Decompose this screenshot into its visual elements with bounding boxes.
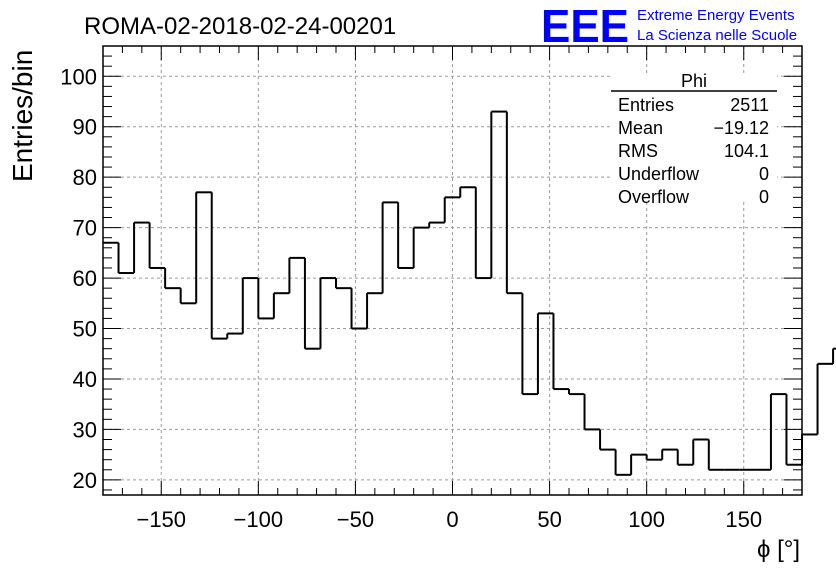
stats-rows: Entries 2511 Mean −19.12 RMS 104.1 Underflow 0 O…: [618, 95, 769, 207]
x-tick-label: 150: [725, 507, 762, 532]
logo-subtitle-line2: La Scienza nelle Scuole: [637, 27, 797, 44]
y-axis-label: Entries/bin: [7, 50, 38, 182]
stats-row-value: 104.1: [724, 141, 769, 161]
x-tick-label: 100: [628, 507, 665, 532]
y-tick-label: 30: [73, 417, 97, 442]
y-tick-label: 80: [73, 165, 97, 190]
y-tick-label: 40: [73, 367, 97, 392]
stats-row-value: 0: [759, 164, 769, 184]
stats-row-label: Entries: [618, 95, 674, 115]
stats-box-title: Phi: [681, 71, 707, 91]
chart-title: ROMA-02-2018-02-24-00201: [84, 13, 396, 40]
axes: −150 −100 −50 0 50 100 150 20 30 40 50 60 70 80 90 100: [60, 45, 803, 532]
stats-row-value: 2511: [730, 95, 769, 115]
y-tick-label: 50: [73, 317, 97, 342]
logo-subtitle-line1: Extreme Energy Events: [637, 7, 795, 24]
x-tick-label: 0: [446, 507, 458, 532]
x-tick-label: −150: [136, 507, 186, 532]
y-tick-label: 60: [73, 266, 97, 291]
stats-row-label: Underflow: [618, 164, 700, 184]
stats-row-value: −19.12: [713, 118, 769, 138]
y-tick-label: 20: [73, 468, 97, 493]
stats-row-label: Mean: [618, 118, 663, 138]
y-tick-label: 90: [73, 115, 97, 140]
stats-row-value: 0: [759, 187, 769, 207]
stats-box-background: [611, 73, 777, 201]
stats-row-label: RMS: [618, 141, 658, 161]
stats-row-label: Overflow: [618, 187, 690, 207]
y-tick-label: 70: [73, 216, 97, 241]
x-tick-label: −50: [337, 507, 374, 532]
x-axis-label: ϕ [°]: [757, 536, 800, 563]
eee-logo: EEE: [541, 0, 629, 52]
y-tick-label: 100: [60, 64, 97, 89]
stats-box: Phi Entries 2511 Mean −19.12 RMS 104.1 Underfl…: [611, 71, 777, 207]
x-tick-label: −100: [234, 507, 284, 532]
x-tick-label: 50: [537, 507, 561, 532]
